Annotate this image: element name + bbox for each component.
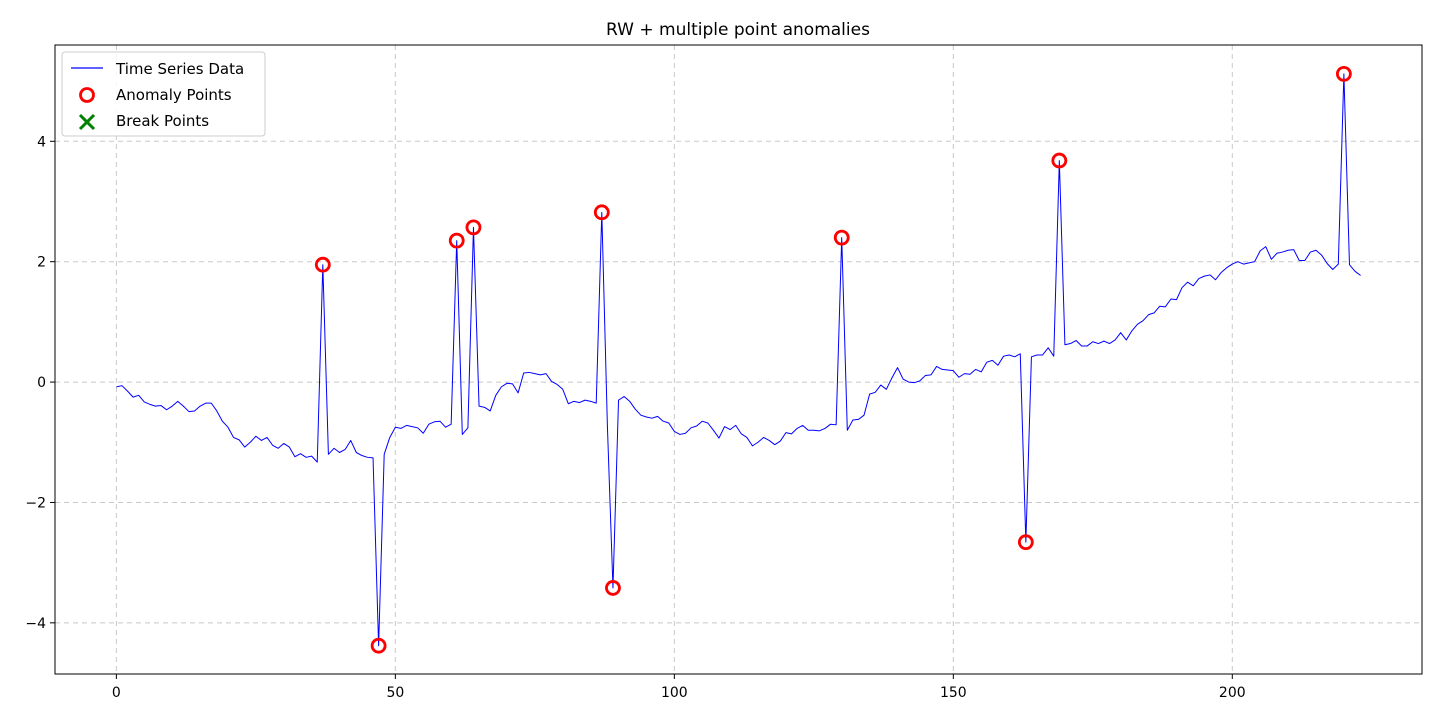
anomaly-point bbox=[1051, 152, 1068, 169]
x-tick-label: 200 bbox=[1219, 685, 1246, 701]
anomaly-point bbox=[593, 204, 610, 221]
anomaly-points bbox=[314, 65, 1352, 654]
y-tick-label: −2 bbox=[25, 495, 46, 511]
anomaly-point bbox=[1017, 534, 1034, 551]
y-tick-label: 0 bbox=[37, 375, 46, 391]
y-axis: −4 −2 0 2 4 bbox=[25, 134, 55, 632]
anomaly-point bbox=[370, 637, 387, 654]
legend-x-swatch bbox=[78, 113, 96, 131]
y-tick-label: −4 bbox=[25, 616, 46, 632]
legend-label-anomaly: Anomaly Points bbox=[116, 86, 232, 104]
anomaly-point bbox=[605, 580, 621, 596]
grid bbox=[55, 45, 1422, 674]
legend-label-series: Time Series Data bbox=[115, 60, 244, 78]
legend-label-break: Break Points bbox=[116, 112, 209, 130]
anomaly-point bbox=[448, 232, 465, 249]
legend: Time Series Data Anomaly Points Break Po… bbox=[61, 51, 266, 137]
plot-frame bbox=[54, 44, 1423, 675]
series-line-layer bbox=[116, 73, 1361, 647]
legend-box bbox=[61, 51, 266, 137]
series-line bbox=[116, 73, 1361, 647]
x-axis: 0 50 100 150 200 bbox=[112, 674, 1246, 701]
x-tick-label: 0 bbox=[112, 685, 121, 701]
anomaly-point bbox=[465, 219, 482, 236]
anomaly-point bbox=[1335, 65, 1352, 82]
x-tick-label: 50 bbox=[386, 685, 404, 701]
chart-title: RW + multiple point anomalies bbox=[606, 20, 870, 40]
y-tick-label: 2 bbox=[37, 255, 46, 271]
x-tick-label: 150 bbox=[940, 685, 967, 701]
anomaly-point bbox=[314, 256, 331, 273]
legend-circle-swatch bbox=[79, 87, 95, 103]
x-tick-label: 100 bbox=[661, 685, 688, 701]
y-tick-label: 4 bbox=[37, 134, 46, 150]
anomaly-point bbox=[833, 229, 850, 246]
